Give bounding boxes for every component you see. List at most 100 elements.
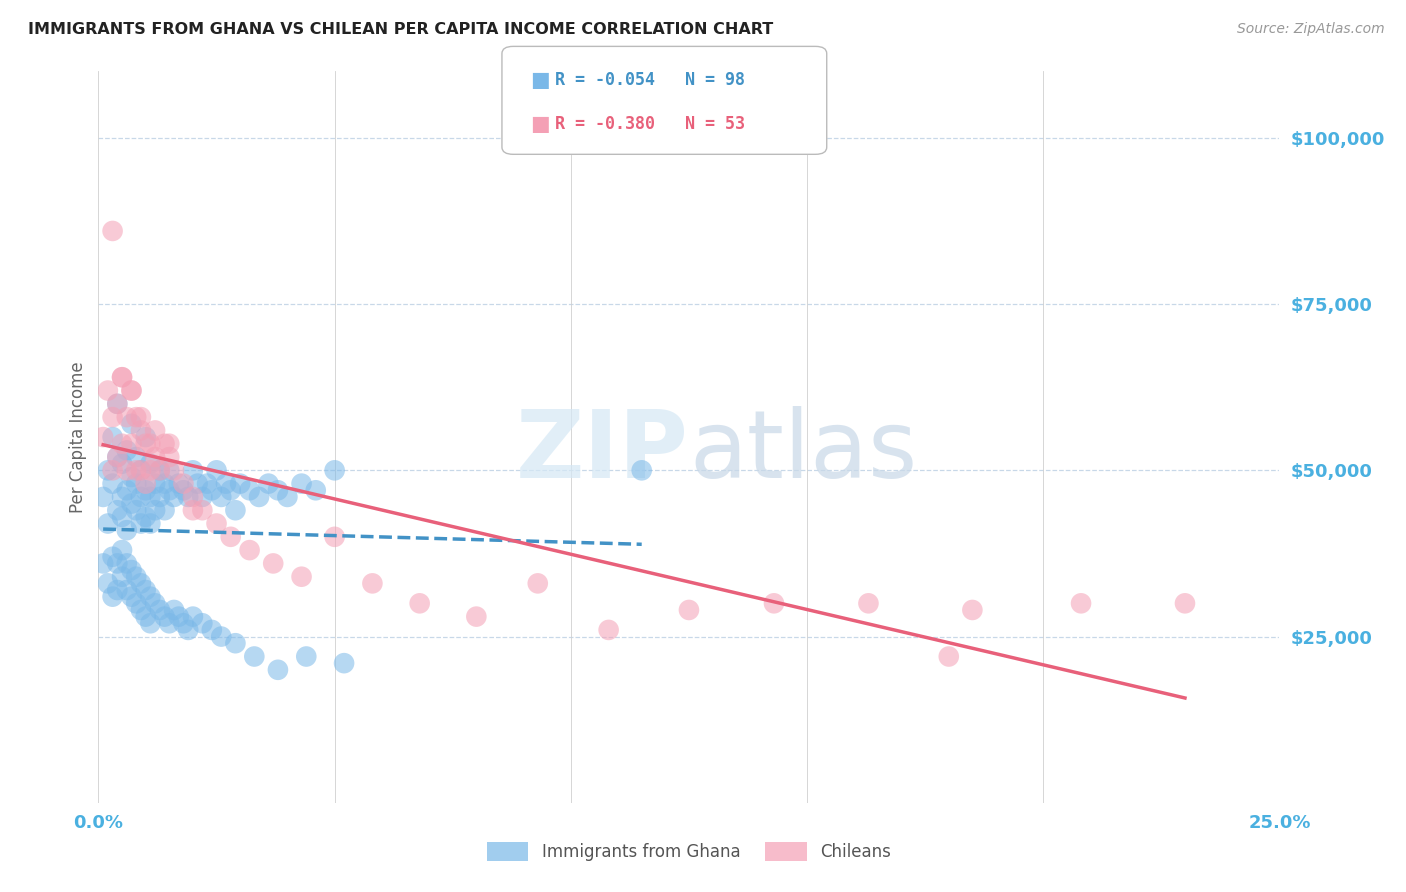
Point <box>167 609 190 624</box>
Point <box>139 436 162 450</box>
Text: ■: ■ <box>530 114 550 134</box>
Point <box>153 503 176 517</box>
Point <box>121 590 143 604</box>
Point <box>121 384 143 398</box>
Point <box>408 596 430 610</box>
Point <box>153 476 176 491</box>
Point <box>678 603 700 617</box>
Point <box>115 443 138 458</box>
Point <box>163 603 186 617</box>
Point <box>229 476 252 491</box>
Point <box>115 557 138 571</box>
Point <box>129 516 152 531</box>
Point <box>115 582 138 597</box>
Point <box>333 656 356 670</box>
Point <box>129 603 152 617</box>
Point <box>121 417 143 431</box>
Point <box>115 523 138 537</box>
Point <box>181 503 204 517</box>
Text: R = -0.054   N = 98: R = -0.054 N = 98 <box>555 70 745 88</box>
Point <box>105 397 128 411</box>
Point <box>153 609 176 624</box>
Point <box>191 616 214 631</box>
Text: IMMIGRANTS FROM GHANA VS CHILEAN PER CAPITA INCOME CORRELATION CHART: IMMIGRANTS FROM GHANA VS CHILEAN PER CAP… <box>28 22 773 37</box>
Point <box>139 616 162 631</box>
Point <box>105 582 128 597</box>
Point <box>129 463 152 477</box>
Point <box>219 483 242 498</box>
Point <box>105 450 128 464</box>
Point <box>135 582 157 597</box>
Point <box>143 503 166 517</box>
Point <box>177 623 200 637</box>
Point <box>139 463 162 477</box>
Point <box>101 590 124 604</box>
Point <box>125 450 148 464</box>
Point <box>295 649 318 664</box>
Point <box>135 430 157 444</box>
Point <box>121 497 143 511</box>
Point <box>125 570 148 584</box>
Point <box>129 463 152 477</box>
Point <box>111 370 134 384</box>
Point <box>172 476 194 491</box>
Point <box>143 596 166 610</box>
Point <box>163 463 186 477</box>
Text: atlas: atlas <box>689 406 917 498</box>
Point <box>205 516 228 531</box>
Point <box>239 543 262 558</box>
Point <box>121 563 143 577</box>
Point <box>247 490 270 504</box>
Text: ZIP: ZIP <box>516 406 689 498</box>
Point <box>187 476 209 491</box>
Point <box>149 463 172 477</box>
Point <box>257 476 280 491</box>
Point <box>149 490 172 504</box>
Point <box>243 649 266 664</box>
Point <box>762 596 785 610</box>
Point <box>111 457 134 471</box>
Point <box>105 450 128 464</box>
Point <box>209 490 232 504</box>
Point <box>101 476 124 491</box>
Point <box>962 603 984 617</box>
Point <box>135 436 157 450</box>
Point <box>135 509 157 524</box>
Point <box>290 476 312 491</box>
Point <box>105 557 128 571</box>
Legend: Immigrants from Ghana, Chileans: Immigrants from Ghana, Chileans <box>479 835 898 868</box>
Point <box>121 436 143 450</box>
Point <box>129 490 152 504</box>
Point <box>97 384 120 398</box>
Point <box>201 623 224 637</box>
Point <box>157 483 180 498</box>
Point <box>157 450 180 464</box>
Text: ■: ■ <box>530 70 550 90</box>
Point <box>305 483 328 498</box>
Point <box>157 436 180 450</box>
Text: R = -0.380   N = 53: R = -0.380 N = 53 <box>555 115 745 133</box>
Point <box>91 430 114 444</box>
Point <box>111 570 134 584</box>
Point <box>209 630 232 644</box>
Point <box>129 410 152 425</box>
Point <box>267 663 290 677</box>
Point <box>205 463 228 477</box>
Point <box>125 503 148 517</box>
Point <box>111 490 134 504</box>
Point <box>157 616 180 631</box>
Point <box>143 476 166 491</box>
Point <box>191 490 214 504</box>
Point <box>181 609 204 624</box>
Point <box>139 590 162 604</box>
Point <box>125 463 148 477</box>
Point <box>115 463 138 477</box>
Point <box>105 503 128 517</box>
Point <box>105 397 128 411</box>
Point <box>219 530 242 544</box>
Point <box>195 476 218 491</box>
Point <box>201 483 224 498</box>
Point <box>181 463 204 477</box>
Point <box>139 457 162 471</box>
Point <box>149 603 172 617</box>
